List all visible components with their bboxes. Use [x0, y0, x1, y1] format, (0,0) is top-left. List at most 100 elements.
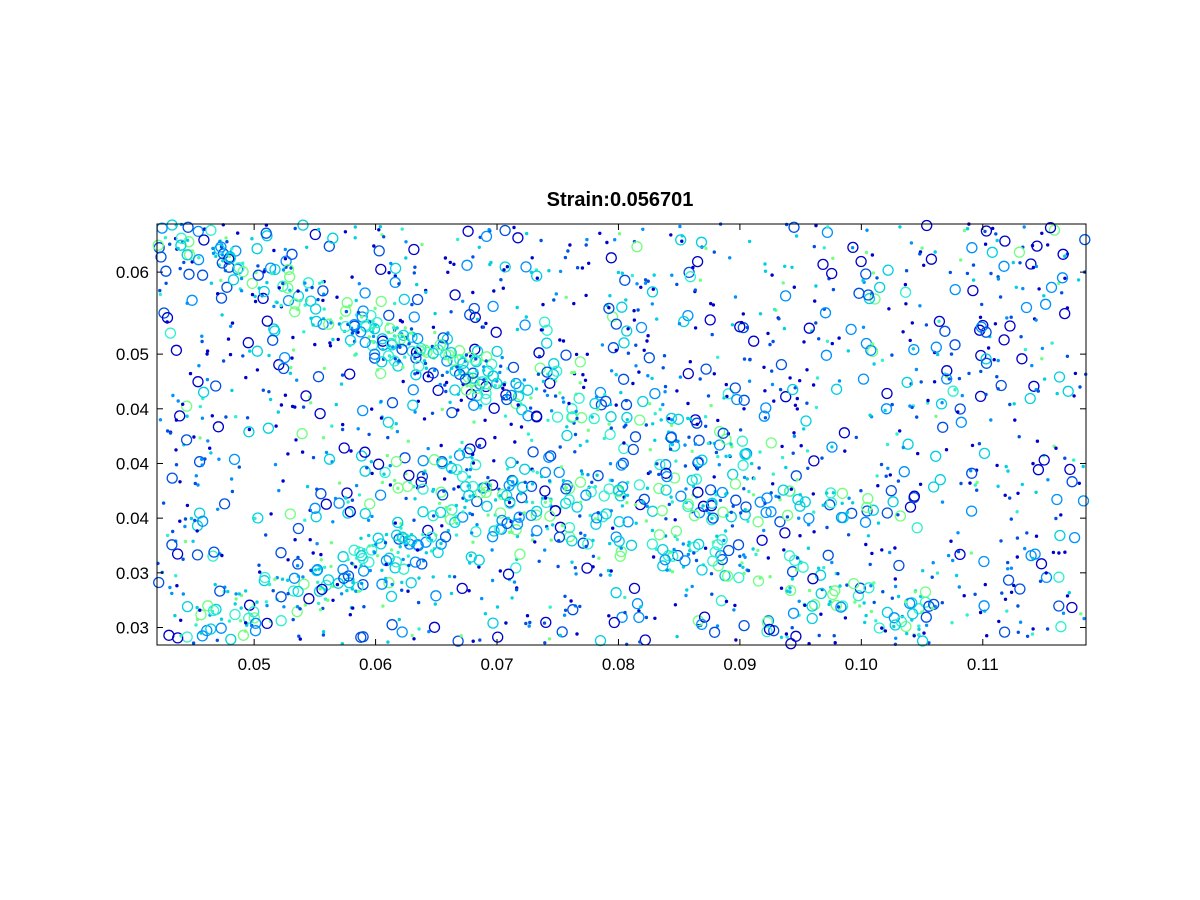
particle-dot [357, 493, 362, 497]
particle-circle [800, 415, 812, 427]
particle-dot [986, 346, 991, 350]
particle-dot [590, 480, 594, 484]
particle-dot [359, 536, 363, 540]
particle-circle [417, 483, 429, 495]
particle-circle [425, 531, 438, 543]
particle-dot [482, 378, 486, 382]
particle-dot [1004, 464, 1008, 469]
particle-circle [921, 219, 933, 232]
particle-dot [913, 590, 917, 594]
particle-dot [822, 246, 826, 250]
particle-dot [248, 349, 252, 353]
particle-dot [825, 525, 829, 530]
particle-dot [548, 605, 552, 609]
particle-dot [634, 521, 638, 525]
particle-dot [967, 371, 971, 376]
particle-dot [600, 343, 605, 347]
particle-circle [376, 578, 388, 590]
particle-dot [579, 469, 584, 473]
particle-dot [975, 488, 979, 492]
y-axis: 0.030.030.040.040.040.050.06 [116, 263, 1086, 638]
particle-circle [561, 429, 573, 442]
particle-circle [649, 387, 661, 400]
particle-dot [915, 415, 919, 419]
particle-dot [161, 501, 166, 505]
particle-dot [763, 262, 767, 266]
particle-dot [291, 335, 295, 340]
particle-dot [512, 580, 517, 584]
y-tick-label: 0.05 [116, 345, 149, 364]
particle-circle [359, 287, 371, 299]
particle-dot [712, 250, 716, 254]
particle-circle [357, 565, 370, 577]
particle-dot [806, 466, 810, 470]
particle-dot [590, 415, 594, 419]
particle-dot [492, 459, 496, 463]
particle-dot [909, 241, 914, 245]
particle-dot [244, 621, 248, 625]
particle-circle [634, 414, 646, 426]
particle-dot [830, 341, 834, 346]
particle-circle [545, 450, 557, 462]
axes-box [156, 223, 1087, 646]
particle-dot [344, 309, 349, 314]
particle-dot [622, 441, 626, 445]
particle-dot [195, 529, 199, 533]
particle-dot [675, 389, 679, 393]
particle-dot [200, 334, 204, 338]
particle-dot [739, 511, 743, 515]
particle-dot [1063, 254, 1067, 258]
particle-circle [978, 447, 991, 460]
particle-circle [836, 487, 849, 500]
particle-dot [1040, 346, 1045, 351]
particle-circle [488, 525, 500, 537]
particle-dot [318, 608, 323, 612]
particle-dot [315, 542, 319, 546]
particle-dot [663, 384, 668, 389]
particle-dot [245, 416, 250, 420]
particle-circle [337, 563, 349, 576]
particle-dot [321, 630, 326, 634]
particle-dot [495, 605, 500, 609]
particle-dot [533, 540, 537, 544]
particle-dot [619, 546, 623, 550]
particle-dot [211, 251, 216, 255]
particle-dot [785, 589, 789, 593]
particle-circle [869, 293, 881, 305]
particle-circle [486, 358, 498, 370]
particle-dot [729, 442, 733, 446]
particle-circle [213, 243, 226, 256]
particle-circle [635, 321, 648, 334]
particle-dot [193, 481, 197, 486]
particle-circle [1045, 281, 1058, 294]
particle-circle [443, 349, 455, 361]
particle-dot [973, 483, 977, 487]
particle-circle [594, 386, 607, 399]
particle-dot [648, 402, 652, 406]
particle-circle [955, 416, 967, 428]
particle-dot [392, 334, 397, 338]
particle-circle [806, 612, 818, 625]
particle-dot [994, 232, 998, 236]
particle-circle [186, 294, 198, 306]
particle-circle [310, 315, 323, 328]
particle-circle [907, 608, 919, 620]
particle-dot [446, 270, 450, 274]
particle-dot [395, 429, 400, 434]
particle-dot [797, 516, 801, 520]
particle-dot [778, 498, 782, 502]
particle-dot [421, 532, 425, 537]
particle-dot [936, 352, 940, 357]
particle-dot [880, 548, 884, 552]
particle-dot [827, 602, 831, 607]
particle-circle [692, 486, 704, 498]
particle-circle [616, 611, 628, 623]
particle-circle [480, 481, 493, 493]
particle-dot [730, 524, 735, 528]
particle-dot [454, 503, 459, 508]
particle-dot [432, 368, 437, 373]
particle-dot [609, 369, 614, 373]
particle-dot [366, 518, 371, 522]
particle-dot [724, 382, 728, 387]
particle-dot [715, 624, 720, 628]
